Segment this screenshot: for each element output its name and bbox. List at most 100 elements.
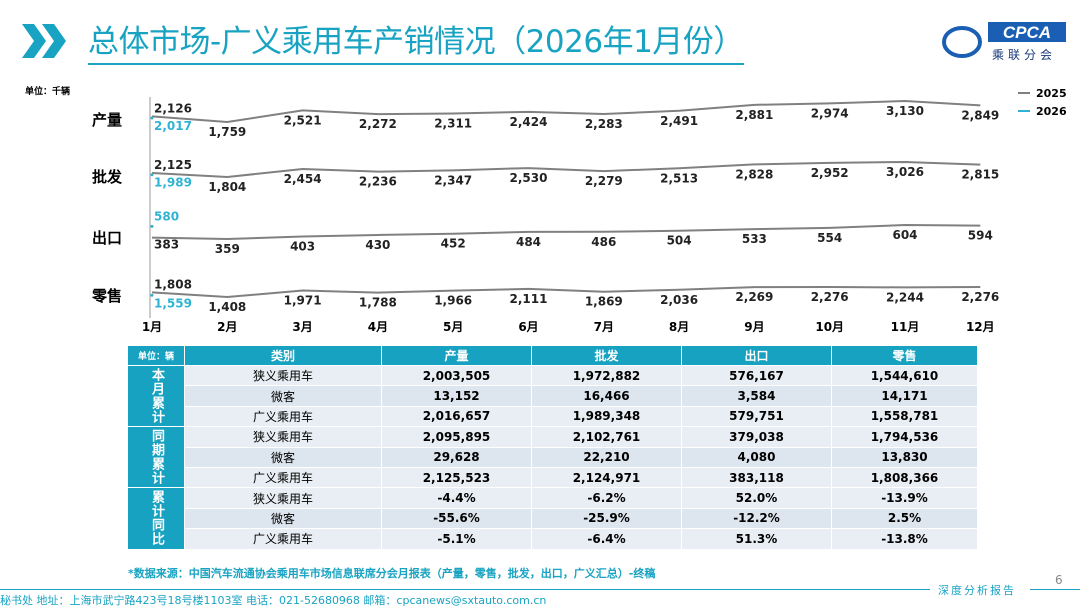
value-cell: 579,751: [681, 405, 832, 428]
table-row: 微客 13,152 16,466 3,584 14,171: [128, 385, 978, 407]
category-cell: 狭义乘用车: [184, 364, 382, 387]
x-tick-label: 4月: [368, 320, 388, 334]
x-tick-label: 6月: [518, 320, 538, 334]
table-row: 微客 -55.6% -25.9% -12.2% 2.5%: [128, 507, 978, 530]
value-cell: -6.2%: [531, 487, 682, 509]
value-cell: 52.0%: [681, 487, 832, 509]
data-label-2025: 1,971: [284, 294, 322, 308]
data-label-2025: 2,974: [811, 106, 849, 120]
data-label-2025: 430: [365, 238, 390, 252]
series-line-2025: [151, 286, 981, 299]
value-cell: 383,118: [681, 466, 832, 489]
data-label-2025: 2,236: [359, 175, 397, 189]
category-cell: 微客: [184, 446, 382, 468]
category-cell: 广义乘用车: [184, 528, 382, 550]
data-label-2025: 403: [290, 239, 315, 253]
svg-text:乘联分会: 乘联分会: [992, 48, 1056, 62]
value-cell: 16,466: [531, 385, 682, 407]
data-label-2026: 580: [154, 209, 179, 223]
col-header: 零售: [831, 345, 978, 366]
table-row: 本月累计 狭义乘用车 2,003,505 1,972,882 576,167 1,544,…: [127, 364, 978, 428]
value-cell: -5.1%: [381, 528, 532, 550]
legend-label: 2025: [1036, 87, 1067, 100]
data-label-2025: 2,815: [961, 168, 999, 182]
value-cell: 2,016,657: [381, 405, 532, 428]
table-row: 广义乘用车 2,016,657 1,989,348 579,751 1,558,781: [128, 405, 978, 428]
category-cell: 微客: [184, 507, 382, 530]
value-cell: 3,584: [681, 385, 832, 407]
value-cell: 1,808,366: [831, 466, 978, 489]
data-label-2026: 2,017: [154, 119, 192, 133]
data-label-2026: 1,559: [154, 296, 192, 310]
col-header: 出口: [681, 345, 832, 366]
data-label-2025: 2,125: [154, 158, 192, 172]
data-label-2025: 1,808: [154, 277, 192, 291]
table-row: 同期累计 狭义乘用车 2,095,895 2,102,761 379,038 1,794,…: [127, 426, 978, 489]
svg-text:CPCA: CPCA: [1003, 23, 1051, 42]
value-cell: 13,830: [831, 446, 978, 468]
data-label-2025: 504: [667, 234, 692, 248]
data-label-2025: 486: [591, 235, 616, 249]
data-label-2025: 452: [441, 237, 466, 251]
value-cell: 29,628: [381, 446, 532, 468]
data-label-2025: 1,408: [208, 300, 246, 314]
category-cell: 微客: [184, 385, 382, 407]
x-tick-label: 2月: [217, 320, 237, 334]
data-label-2025: 594: [968, 229, 993, 243]
value-cell: 51.3%: [681, 528, 832, 550]
x-tick-label: 9月: [744, 320, 764, 334]
x-tick-label: 1月: [142, 320, 162, 334]
data-label-2025: 359: [215, 242, 240, 256]
data-label-2025: 3,026: [886, 165, 924, 179]
value-cell: -55.6%: [381, 507, 532, 530]
data-label-2025: 2,828: [735, 167, 773, 181]
footer-address: 秘书处 地址：上海市武宁路423号18号楼1103室 电话：021-526809…: [0, 594, 547, 607]
value-cell: -25.9%: [531, 507, 682, 530]
category-cell: 狭义乘用车: [184, 426, 382, 448]
series-line-2025: [151, 160, 981, 179]
x-tick-label: 3月: [292, 320, 312, 334]
group-label: 同期累计: [127, 426, 185, 489]
table-row: 微客 29,628 22,210 4,080 13,830: [128, 446, 978, 468]
col-header: 批发: [531, 345, 682, 366]
value-cell: 2,003,505: [381, 364, 532, 387]
col-header: 产量: [381, 345, 532, 366]
data-label-2025: 2,424: [510, 115, 548, 129]
data-label-2025: 2,036: [660, 293, 698, 307]
x-tick-label: 11月: [891, 320, 920, 334]
data-point-2026: [150, 173, 154, 177]
panel-label: 出口: [92, 229, 122, 247]
data-label-2025: 2,272: [359, 117, 397, 131]
value-cell: 2,095,895: [381, 426, 532, 448]
data-label-2025: 533: [742, 232, 767, 246]
value-cell: 1,794,536: [831, 426, 978, 448]
x-tick-label: 7月: [594, 320, 614, 334]
data-source-note: *数据来源：中国汽车流通协会乘用车市场信息联席分会月报表（产量，零售，批发，出口…: [128, 567, 656, 580]
value-cell: 576,167: [681, 364, 832, 387]
panel-label: 零售: [91, 287, 122, 305]
data-label-2025: 2,347: [434, 173, 472, 187]
panel-label: 产量: [92, 111, 122, 129]
value-cell: 2.5%: [831, 507, 978, 530]
value-cell: -13.8%: [831, 528, 978, 550]
data-label-2025: 3,130: [886, 104, 924, 118]
data-label-2025: 2,454: [284, 172, 322, 186]
data-point-2026: [150, 293, 154, 297]
col-header: 类别: [184, 345, 382, 366]
series-line-2025: [151, 100, 981, 124]
data-label-2025: 2,126: [154, 101, 192, 115]
value-cell: -12.2%: [681, 507, 832, 530]
value-cell: 1,558,781: [831, 405, 978, 428]
footer-divider: [1030, 589, 1080, 590]
footer-divider: [0, 589, 930, 590]
data-label-2025: 1,788: [359, 296, 397, 310]
data-label-2025: 2,311: [434, 117, 472, 131]
panel-label: 批发: [92, 168, 123, 186]
data-label-2025: 2,849: [961, 108, 999, 122]
value-cell: 1,972,882: [531, 364, 682, 387]
data-label-2025: 1,966: [434, 294, 472, 308]
table-row: 累计同比 狭义乘用车 -4.4% -6.2% 52.0% -13.9%: [127, 487, 978, 550]
unit-label: 单位：千辆: [25, 85, 70, 97]
value-cell: -6.4%: [531, 528, 682, 550]
